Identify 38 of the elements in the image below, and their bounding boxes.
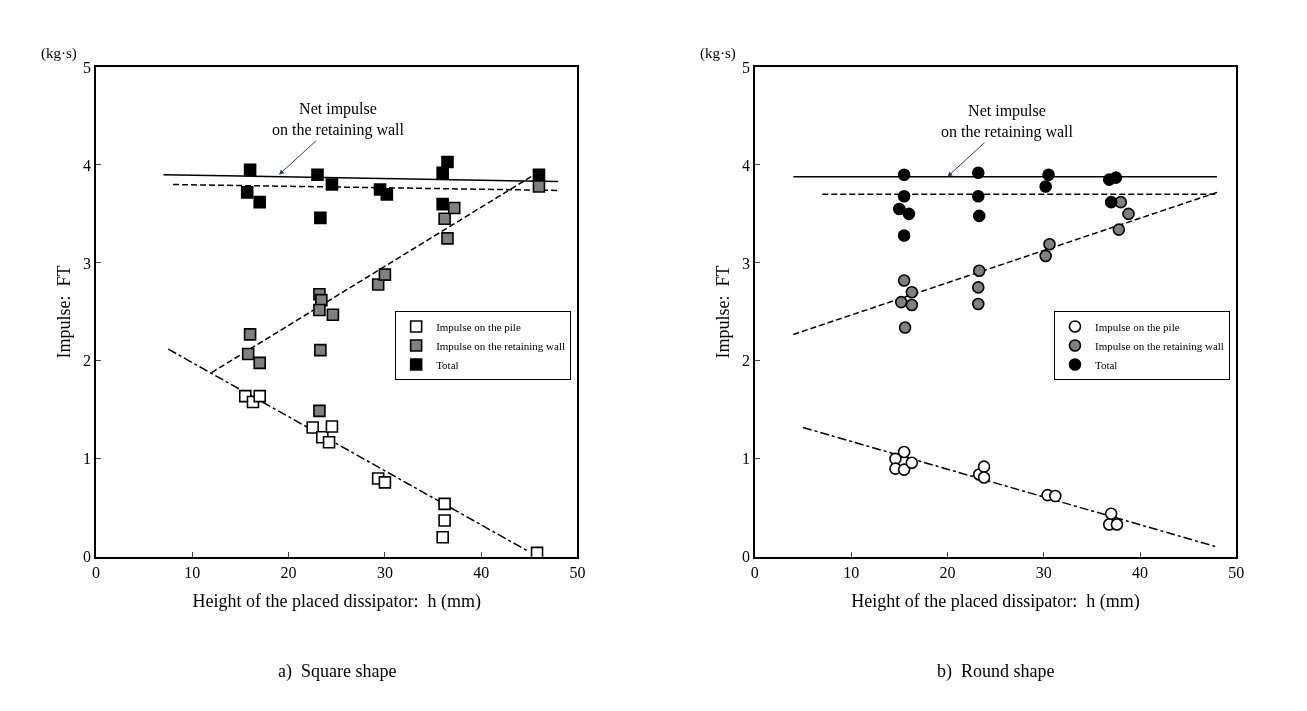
x-tick-label: 10 (843, 563, 860, 581)
legend-label: Impulse on the pile (436, 320, 521, 333)
legend-label: Impulse on the pile (1094, 320, 1180, 333)
x-axis-title: Height of the placed dissipator: h (mm) (851, 591, 1140, 613)
x-tick-label: 40 (1132, 563, 1149, 581)
y-tick-label: 5 (741, 58, 750, 76)
legend-label: Total (1094, 358, 1118, 371)
legend-label: Impulse on the retaining wall (436, 339, 566, 352)
annotation: Net impulse on the retaining wall (941, 102, 1074, 141)
y-tick-label: 2 (741, 352, 750, 370)
y-axis-title: Impulse: FT (712, 265, 733, 359)
x-tick-label: 10 (184, 563, 201, 581)
legend-label: Total (436, 358, 459, 371)
y-tick-label: 3 (83, 254, 92, 272)
y-tick-label: 4 (83, 156, 92, 174)
legend-label: Impulse on the retaining wall (1094, 339, 1224, 352)
y-tick-label: 3 (741, 254, 750, 272)
text: (kg·s) (41, 45, 77, 62)
y-tick-label: 5 (83, 58, 92, 76)
x-tick-label: 50 (1228, 563, 1245, 581)
y-tick-label: 1 (83, 450, 92, 468)
text: (kg·s) (700, 45, 736, 62)
x-tick-label: 20 (280, 563, 297, 581)
text: b) Round shape (937, 661, 1055, 682)
annotation: Net impulse on the retaining wall (272, 100, 405, 139)
y-tick-label: 0 (83, 548, 92, 566)
y-tick-label: 1 (741, 450, 750, 468)
x-tick-label: 50 (569, 563, 586, 581)
x-tick-label: 20 (939, 563, 956, 581)
y-axis-title: Impulse: FT (53, 265, 74, 359)
y-tick-label: 2 (83, 352, 92, 370)
x-tick-label: 40 (473, 563, 490, 581)
x-tick-label: 30 (376, 563, 393, 581)
y-tick-label: 0 (741, 548, 750, 566)
text: a) Square shape (278, 661, 397, 682)
x-axis-title: Height of the placed dissipator: h (mm) (192, 591, 481, 613)
y-tick-label: 4 (741, 156, 750, 174)
x-tick-label: 30 (1035, 563, 1052, 581)
